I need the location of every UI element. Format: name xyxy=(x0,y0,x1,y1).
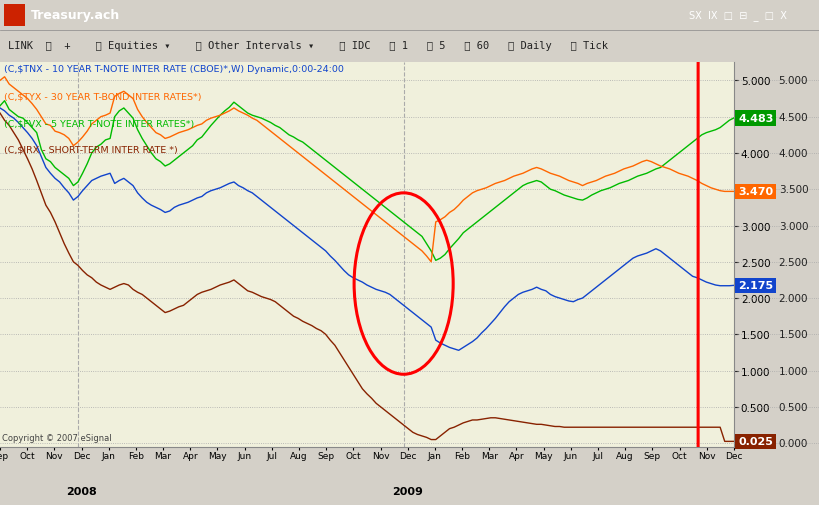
Text: 2.175: 2.175 xyxy=(737,281,772,291)
Text: (C,$TYX - 30 YEAR T-BOND INTER RATES*): (C,$TYX - 30 YEAR T-BOND INTER RATES*) xyxy=(3,92,201,101)
Text: 1.000: 1.000 xyxy=(778,366,808,376)
Text: 2008: 2008 xyxy=(66,486,97,496)
Text: SX  IX  □  ⊟  _  □  X: SX IX □ ⊟ _ □ X xyxy=(689,10,786,21)
Text: 1.500: 1.500 xyxy=(778,330,808,340)
Text: 5.000: 5.000 xyxy=(778,76,808,86)
Text: LINK  📷  +    📁 Equities ▾    📁 Other Intervals ▾    Ⓢ IDC   Ⓢ 1   Ⓢ 5   Ⓢ 60   : LINK 📷 + 📁 Equities ▾ 📁 Other Intervals … xyxy=(8,41,608,51)
Text: 4.500: 4.500 xyxy=(778,113,808,122)
Text: 0.500: 0.500 xyxy=(778,402,808,412)
Text: 2.500: 2.500 xyxy=(778,257,808,267)
FancyBboxPatch shape xyxy=(4,5,25,27)
Text: Treasury.ach: Treasury.ach xyxy=(31,9,120,22)
Text: 3.470: 3.470 xyxy=(737,187,772,197)
Text: 0.025: 0.025 xyxy=(737,436,772,446)
Text: 4.483: 4.483 xyxy=(737,114,772,124)
Text: Copyright © 2007 eSignal: Copyright © 2007 eSignal xyxy=(2,433,111,442)
Text: (C,$TNX - 10 YEAR T-NOTE INTER RATE (CBOE)*,W) Dynamic,0:00-24:00: (C,$TNX - 10 YEAR T-NOTE INTER RATE (CBO… xyxy=(3,65,343,74)
Text: 3.500: 3.500 xyxy=(778,185,808,195)
Text: 4.000: 4.000 xyxy=(778,148,808,159)
Text: 3.000: 3.000 xyxy=(778,221,808,231)
Text: (C,$FVX - 5 YEAR T-NOTE INTER RATES*): (C,$FVX - 5 YEAR T-NOTE INTER RATES*) xyxy=(3,119,193,128)
Text: 2009: 2009 xyxy=(391,486,423,496)
Text: 0.000: 0.000 xyxy=(778,438,807,448)
Text: (C,$IRX - SHORT-TERM INTER RATE *): (C,$IRX - SHORT-TERM INTER RATE *) xyxy=(3,145,177,155)
Text: 2.000: 2.000 xyxy=(778,293,808,304)
